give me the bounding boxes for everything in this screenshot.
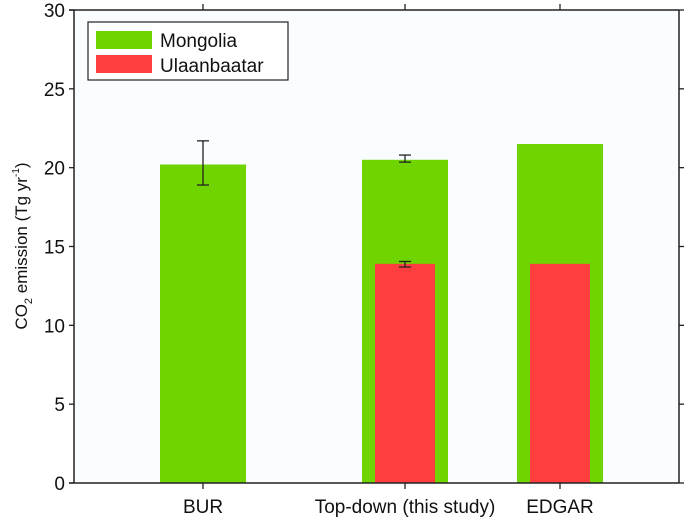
svg-text:CO2 emission (Tg yr-1): CO2 emission (Tg yr-1) <box>11 162 35 329</box>
bar-ulaanbaatar-1 <box>375 263 435 483</box>
y-tick-label-15: 15 <box>44 238 65 259</box>
y-label-end: ) <box>12 162 31 168</box>
x-tick-label-0: BUR <box>183 497 223 518</box>
y-tick-label-5: 5 <box>54 395 65 416</box>
y-label-sub: 2 <box>23 298 35 304</box>
y-tick-label-20: 20 <box>44 159 65 180</box>
legend-swatch-ulaanbaatar <box>96 55 152 73</box>
y-label-sup: -1 <box>11 168 22 177</box>
error-bars-group <box>197 140 411 268</box>
bar-ulaanbaatar-2 <box>530 263 590 483</box>
y-tick-label-25: 25 <box>44 80 65 101</box>
legend-label-mongolia: Mongolia <box>160 31 238 52</box>
legend: Mongolia Ulaanbaatar <box>87 21 289 81</box>
y-tick-label-0: 0 <box>54 474 65 495</box>
y-tick-label-30: 30 <box>44 1 65 22</box>
legend-label-ulaanbaatar: Ulaanbaatar <box>160 56 264 77</box>
axes-group: 0 5 10 15 20 25 30 BUR Top-down (this study) EDGA… <box>44 1 684 518</box>
x-tick-label-1: Top-down (this study) <box>315 497 496 518</box>
y-axis-label: CO2 emission (Tg yr-1) <box>11 162 35 329</box>
y-tick-label-10: 10 <box>44 316 65 337</box>
bars-group <box>160 144 603 484</box>
x-tick-label-2: EDGAR <box>526 497 594 518</box>
y-label-main: CO <box>12 304 31 330</box>
legend-swatch-mongolia <box>96 31 152 49</box>
y-label-rest: emission (Tg yr <box>12 177 31 298</box>
bar-mongolia-0 <box>160 164 246 483</box>
